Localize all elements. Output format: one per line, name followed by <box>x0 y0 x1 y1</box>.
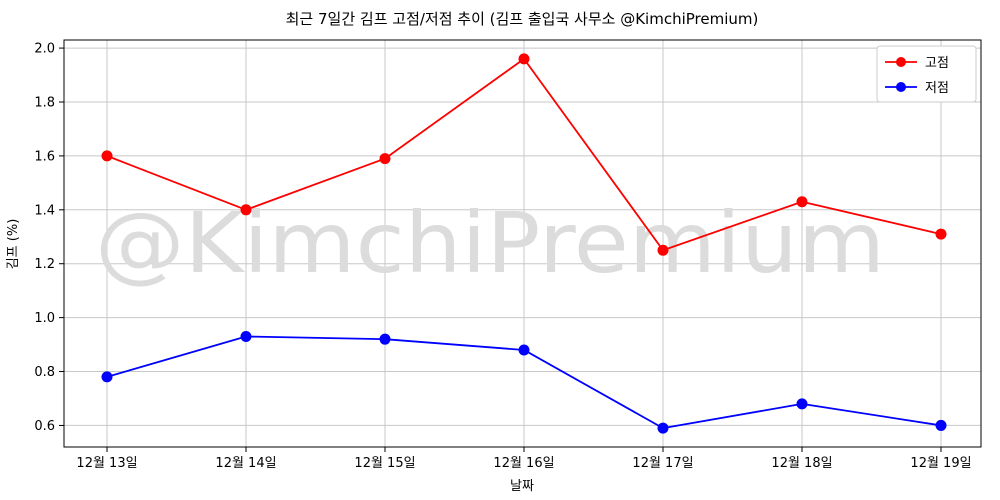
data-point <box>796 196 808 208</box>
x-tick-label: 12월 16일 <box>493 456 554 471</box>
data-point <box>657 244 669 256</box>
y-tick-label: 1.4 <box>34 203 55 218</box>
data-point <box>518 53 530 65</box>
y-tick-label: 1.2 <box>34 257 55 272</box>
y-tick-label: 1.8 <box>34 95 55 110</box>
data-point <box>935 228 947 240</box>
series-high <box>101 53 947 256</box>
axes-layer: 0.6 0.8 1.0 1.2 1.4 1.6 1.8 2.0 12월 13일 12월 14일 12… <box>34 39 982 471</box>
x-tick-label: 12월 13일 <box>76 456 137 471</box>
data-point <box>379 333 391 345</box>
legend-entry-low: 저점 <box>885 81 949 96</box>
data-point <box>101 150 113 162</box>
legend-marker-high-icon <box>896 57 906 67</box>
gridlines <box>64 40 981 447</box>
y-tick-label: 1.6 <box>34 149 55 164</box>
data-point <box>935 419 947 431</box>
x-tick-label: 12월 18일 <box>771 456 832 471</box>
data-point <box>657 422 669 434</box>
y-axis-label: 김프 (%) <box>6 219 21 270</box>
y-tick-label: 0.8 <box>34 365 55 380</box>
x-tick-label: 12월 19일 <box>910 456 971 471</box>
legend-label-high: 고점 <box>925 56 949 71</box>
y-tick-label: 0.6 <box>34 419 55 434</box>
legend-marker-low-icon <box>896 82 906 92</box>
data-point <box>240 204 252 216</box>
x-tick-label: 12월 15일 <box>354 456 415 471</box>
x-axis-label: 날짜 <box>510 479 534 494</box>
legend-entry-high: 고점 <box>885 56 949 71</box>
data-point <box>379 153 391 165</box>
y-tick-label: 2.0 <box>34 42 55 57</box>
data-point <box>796 398 808 410</box>
data-point <box>101 371 113 383</box>
y-tick-label: 1.0 <box>34 311 55 326</box>
data-series-layer <box>101 53 947 434</box>
legend-label-low: 저점 <box>925 81 949 96</box>
chart-title: 최근 7일간 김프 고점/저점 추이 (김프 출입국 사무소 @KimchiPr… <box>286 10 759 28</box>
data-point <box>518 344 530 356</box>
x-tick-label: 12월 17일 <box>632 456 693 471</box>
x-tick-label: 12월 14일 <box>215 456 276 471</box>
series-low <box>101 330 947 434</box>
plot-border <box>63 39 982 448</box>
watermark: @KimchiPremium <box>95 194 885 292</box>
legend: 고점 저점 <box>876 45 977 103</box>
data-point <box>240 330 252 342</box>
